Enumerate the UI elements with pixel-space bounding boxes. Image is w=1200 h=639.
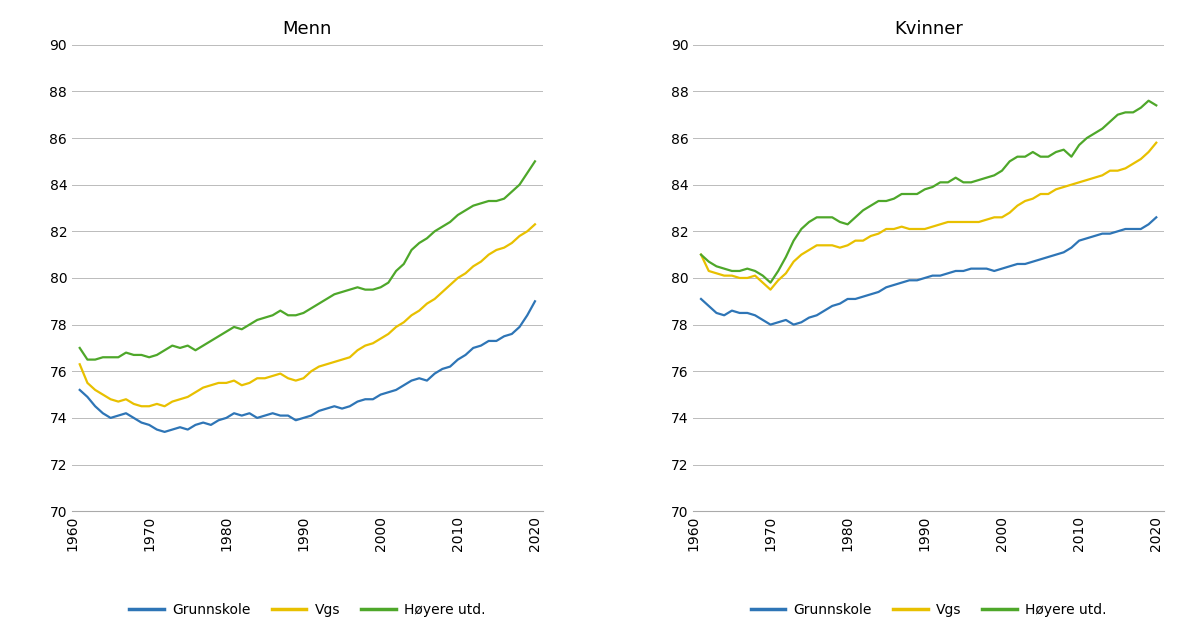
Legend: Grunnskole, Vgs, Høyere utd.: Grunnskole, Vgs, Høyere utd. (124, 597, 491, 622)
Title: Kvinner: Kvinner (894, 20, 964, 38)
Title: Menn: Menn (283, 20, 332, 38)
Legend: Grunnskole, Vgs, Høyere utd.: Grunnskole, Vgs, Høyere utd. (745, 597, 1112, 622)
